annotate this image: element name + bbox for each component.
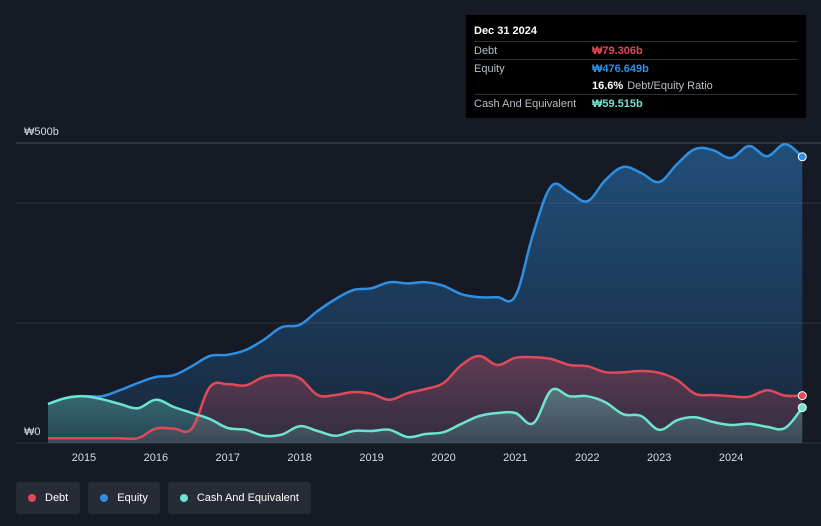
line-equity <box>47 142 804 406</box>
tooltip-equity-label: Equity <box>474 62 505 75</box>
area-equity <box>48 144 803 443</box>
marker-layer <box>797 152 807 413</box>
line-layer <box>47 142 804 441</box>
legend-label-equity: Equity <box>117 492 148 504</box>
legend-item-equity[interactable]: Equity <box>88 482 160 514</box>
line-cash <box>47 387 804 439</box>
end-marker-debt <box>797 391 807 401</box>
legend-dot-debt-icon <box>28 494 36 502</box>
x-tick-label: 2017 <box>216 452 240 464</box>
legend-label-cash: Cash And Equivalent <box>196 492 299 504</box>
x-tick-label: 2018 <box>287 452 311 464</box>
x-tick-label: 2024 <box>719 452 743 464</box>
tooltip-cash-row: Cash And Equivalent ₩59.515b <box>474 94 798 112</box>
x-tick-label: 2016 <box>144 452 168 464</box>
end-marker-cash <box>797 403 807 413</box>
tooltip-equity-value: ₩476.649b <box>592 62 649 75</box>
tooltip-ratio-row: 16.6% Debt/Equity Ratio <box>474 77 798 94</box>
area-layer <box>48 144 803 443</box>
legend-item-cash[interactable]: Cash And Equivalent <box>167 482 311 514</box>
line-debt <box>48 354 803 441</box>
tooltip-cash-value: ₩59.515b <box>592 97 643 110</box>
chart-legend: Debt Equity Cash And Equivalent <box>16 482 311 514</box>
x-tick-label: 2019 <box>359 452 383 464</box>
label-layer: ₩500b ₩0 2015 2016 2017 2018 2019 2020 2021 2022 2… <box>24 126 743 464</box>
legend-dot-cash-icon <box>179 494 188 502</box>
tooltip-debt-value: ₩79.306b <box>592 44 643 57</box>
tooltip-ratio-label: Debt/Equity Ratio <box>627 79 713 92</box>
y-tick-label: ₩500b <box>24 126 59 138</box>
x-tick-label: 2020 <box>431 452 455 464</box>
x-tick-label: 2022 <box>575 452 599 464</box>
x-tick-label: 2015 <box>72 452 96 464</box>
tooltip-cash-label: Cash And Equivalent <box>474 97 577 110</box>
legend-item-debt[interactable]: Debt <box>16 482 81 514</box>
hover-tooltip: Dec 31 2024 Debt ₩79.306b Equity ₩476.64… <box>466 15 806 118</box>
tooltip-debt-row: Debt ₩79.306b <box>474 41 798 59</box>
legend-dot-equity-icon <box>100 494 109 502</box>
tooltip-debt-label: Debt <box>474 44 498 57</box>
y-tick-label: ₩0 <box>24 426 41 438</box>
end-marker-equity <box>797 152 807 162</box>
tooltip-ratio-value: 16.6% <box>592 79 624 92</box>
tooltip-equity-row: Equity ₩476.649b <box>474 59 798 77</box>
x-tick-label: 2023 <box>647 452 671 464</box>
tooltip-date: Dec 31 2024 <box>474 25 537 37</box>
x-tick-label: 2021 <box>503 452 527 464</box>
legend-label-debt: Debt <box>45 492 69 504</box>
